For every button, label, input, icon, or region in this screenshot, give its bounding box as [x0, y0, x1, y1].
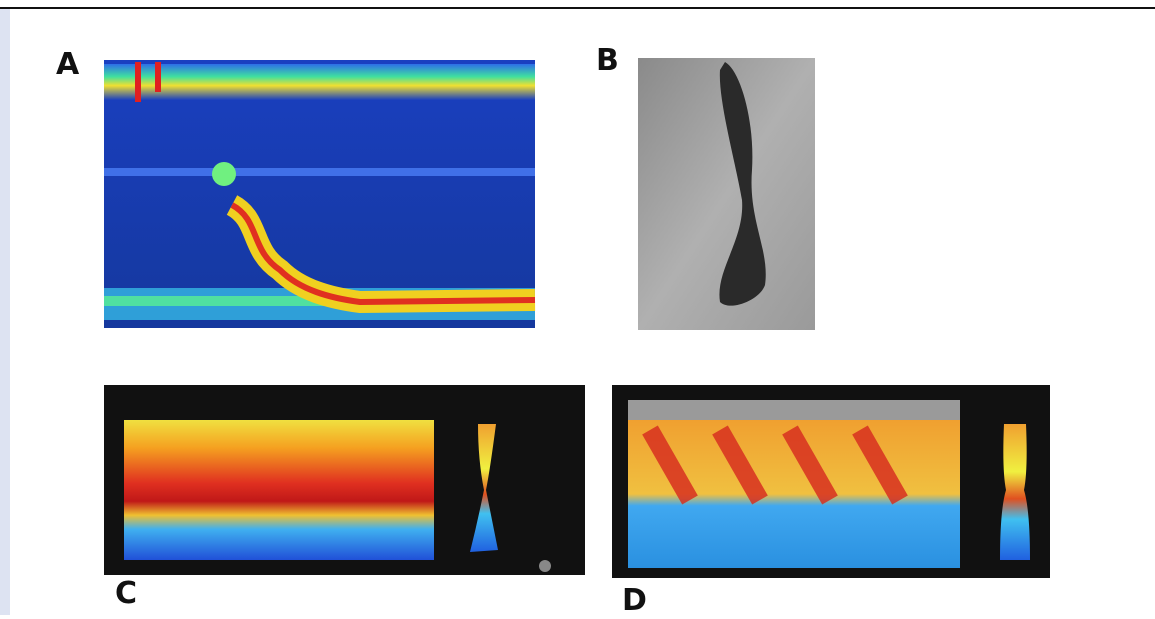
panel-label: B [596, 43, 619, 78]
panel-d-image [612, 385, 1050, 578]
side-strip [0, 9, 10, 615]
panel-b-image [638, 58, 815, 330]
panel-label: C [115, 576, 137, 611]
figure: A B C D [0, 0, 1155, 615]
panel-label: A [56, 47, 80, 82]
panel-label: D [622, 583, 647, 615]
panel-c-image [104, 385, 585, 575]
panel-a-image [104, 60, 535, 328]
